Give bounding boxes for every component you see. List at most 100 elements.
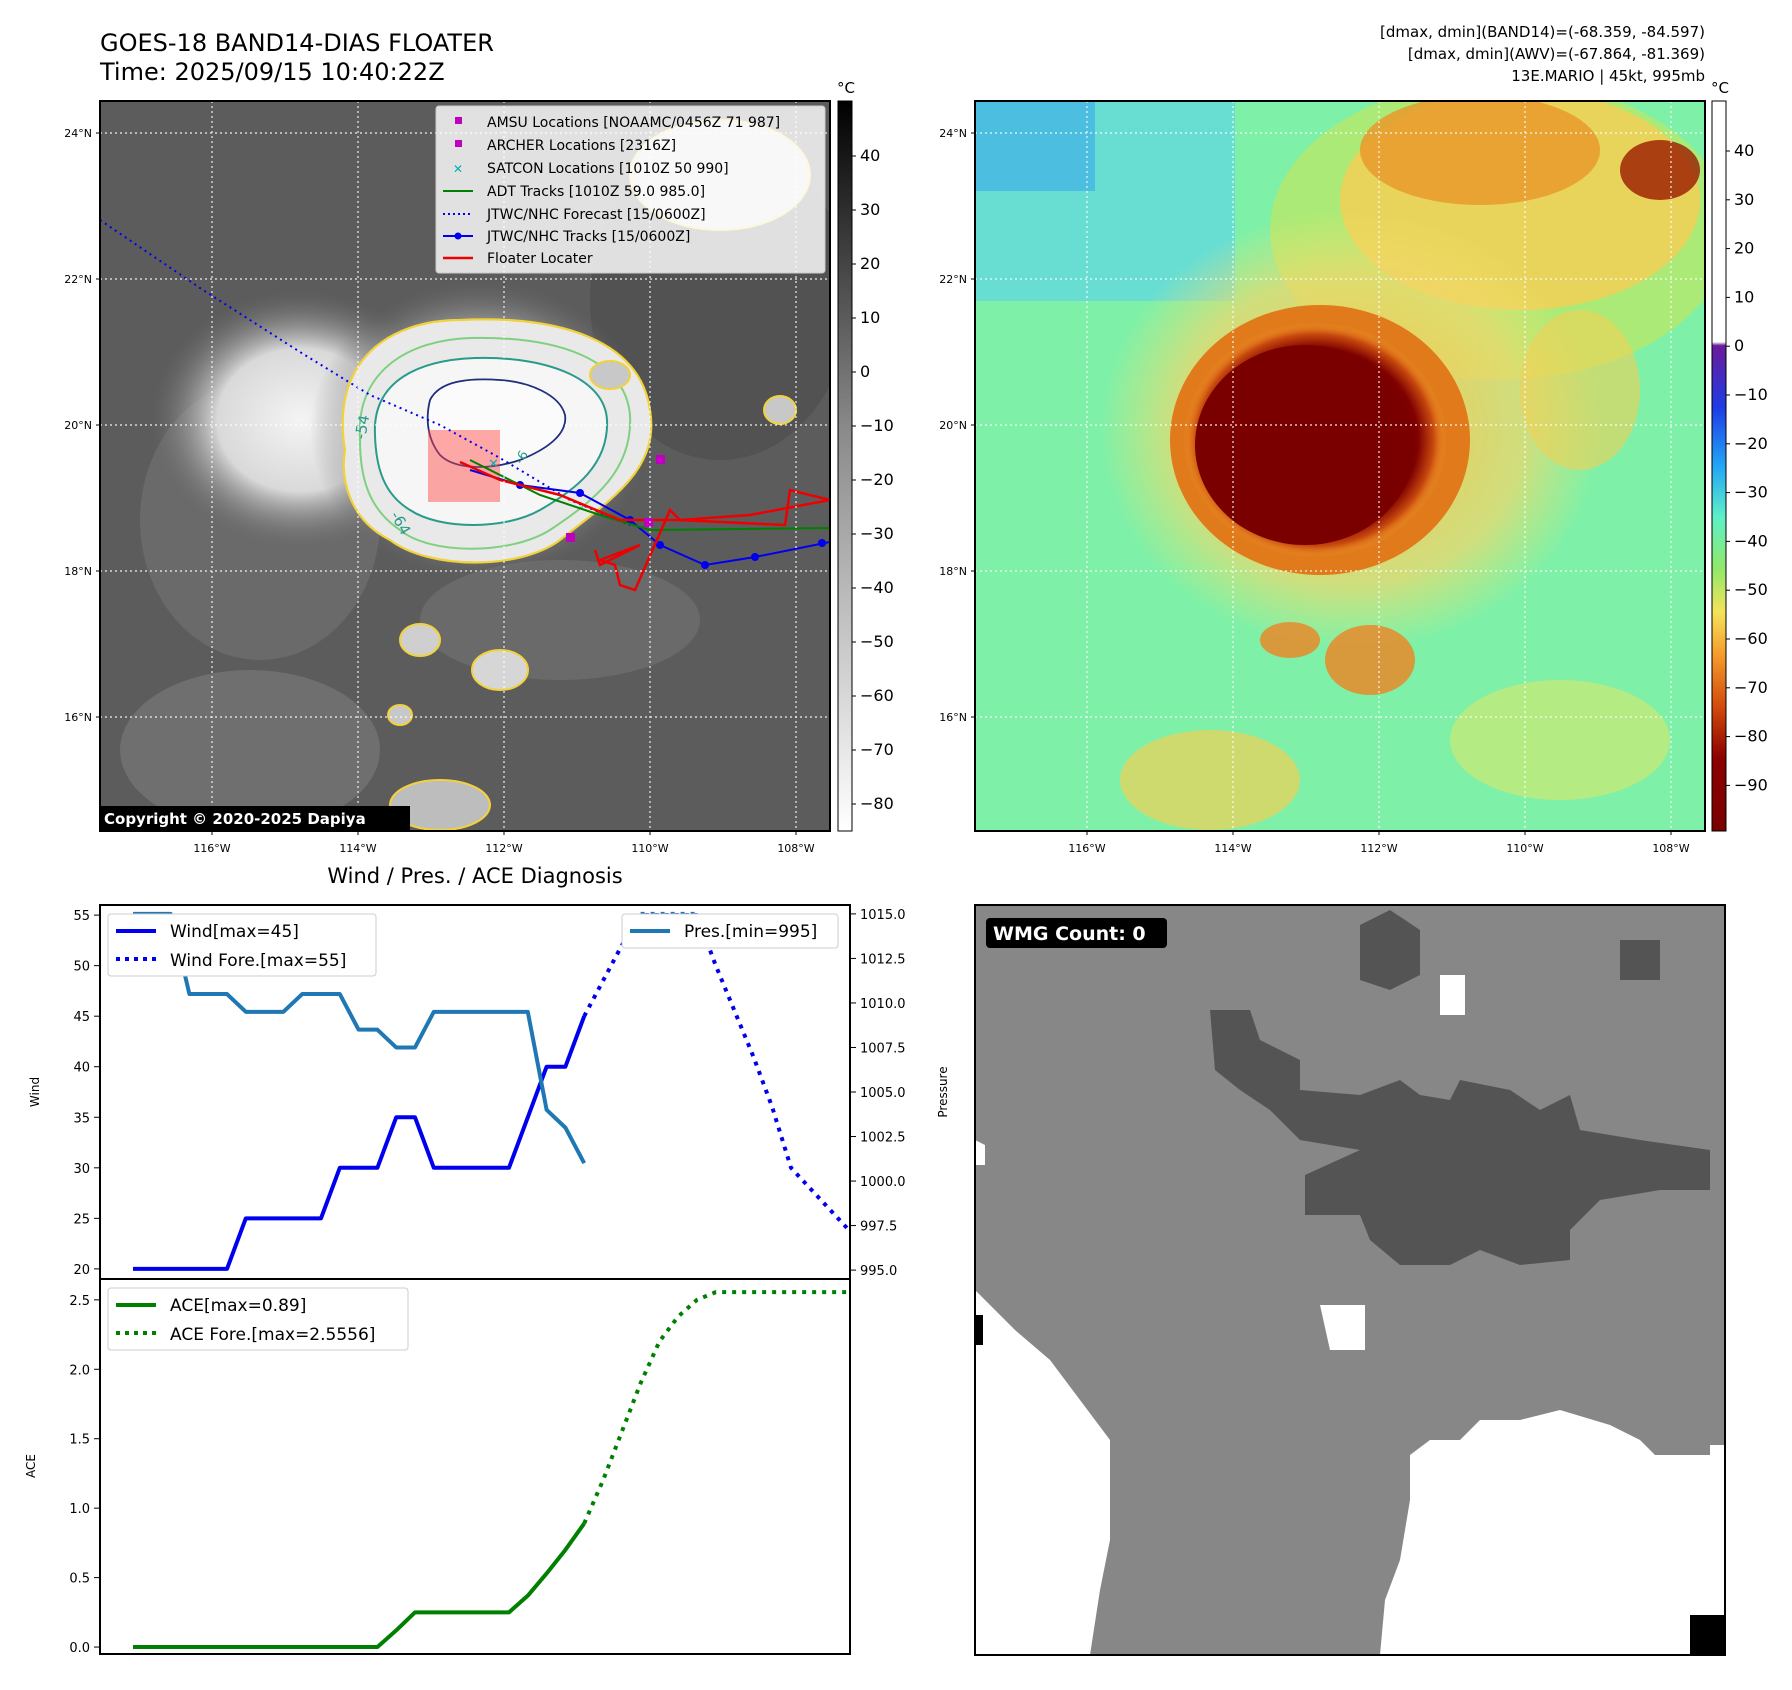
cloud-patch	[420, 560, 700, 680]
wmg-panel: WMG Count: 0	[974, 904, 1726, 1656]
legend-ace-fore-label: ACE Fore.[max=2.5556]	[170, 1325, 375, 1345]
legend-pres-label: Pres.[min=995]	[684, 922, 817, 942]
ace-axis-label: ACE	[24, 1454, 38, 1478]
dias-cell	[1120, 730, 1300, 830]
ace-tick-label: 0.5	[69, 1572, 90, 1587]
dias-map-panel	[975, 101, 1705, 831]
ir-map-lon-label: 112°W	[485, 842, 522, 855]
ir-map-lon-label: 108°W	[777, 842, 814, 855]
dias-map-frame	[974, 100, 1706, 832]
info-storm: 13E.MARIO | 45kt, 995mb	[1511, 67, 1705, 85]
wind-legend: Wind[max=45] Wind Fore.[max=55]	[107, 913, 377, 977]
colorbar-right-tick-label: −70	[1734, 678, 1768, 697]
legend-tracks-marker	[454, 232, 462, 240]
colorbar-left-tick-label: −60	[860, 686, 894, 705]
dias-map-lat-label: 24°N	[939, 127, 967, 140]
wmg-dark-area	[1360, 910, 1420, 990]
ir-map-axes: 24°N 22°N 20°N 18°N 16°N 116°W 114°W 112°W 110°W…	[64, 127, 815, 855]
pres-legend: Pres.[min=995]	[621, 913, 839, 949]
jtwc-track-point	[576, 489, 584, 497]
colorbar-left-tick-label: −50	[860, 632, 894, 651]
wind-legend-box	[107, 913, 377, 977]
dias-map-grid	[975, 101, 1705, 831]
wind-tick-label: 50	[73, 960, 90, 975]
ace-chart-series	[133, 1290, 848, 1650]
colorbar-left-tick-label: 30	[860, 200, 880, 219]
ace-chart-axes: 0.0 0.5 1.0 1.5 2.0 2.5	[69, 1294, 100, 1656]
map-legend-box	[435, 105, 826, 274]
pressure-tick-label: 995.0	[860, 1264, 897, 1279]
colorbar-right-tick-label: 0	[1734, 336, 1744, 355]
dias-map-lon-label: 110°W	[1506, 842, 1543, 855]
convective-cell	[387, 704, 413, 726]
ace-tick-label: 2.0	[69, 1363, 90, 1378]
ace-chart-series-1	[582, 1290, 848, 1525]
colorbar-right-unit: °C	[1711, 79, 1729, 97]
colorbar-right-ticks: 40 30 20 10 0 −10 −20 −30 −40 −50 −60 −70 −80 −90	[1726, 141, 1768, 794]
dias-cold-region	[975, 101, 1095, 191]
colorbar-right-tick-label: −60	[1734, 629, 1768, 648]
colorbar-left-unit: °C	[837, 79, 855, 97]
ir-map-lat-label: 24°N	[64, 127, 92, 140]
cloud-patch	[120, 670, 380, 830]
satcon-marker: ✕	[488, 457, 499, 472]
colorbar-left-tick-label: 20	[860, 254, 880, 273]
wind-tick-label: 40	[73, 1061, 90, 1076]
colorbar-right-tick-label: 40	[1734, 141, 1754, 160]
colorbar-left-tick-label: −10	[860, 416, 894, 435]
dias-cell	[1325, 625, 1415, 695]
legend-amsu-label: AMSU Locations [NOAAMC/0456Z 71 987]	[487, 115, 780, 131]
legend-amsu-swatch	[455, 117, 462, 124]
wind-tick-label: 30	[73, 1162, 90, 1177]
ir-map-lat-label: 18°N	[64, 565, 92, 578]
dias-map-lon-label: 108°W	[1652, 842, 1689, 855]
wmg-count-label: WMG Count: 0	[993, 923, 1146, 945]
legend-ace-label: ACE[max=0.89]	[170, 1296, 306, 1316]
pressure-tick-label: 1000.0	[860, 1175, 906, 1190]
pressure-tick-label: 997.5	[860, 1220, 897, 1235]
wind-chart-series-0	[133, 1015, 587, 1271]
legend-archer-swatch	[455, 140, 462, 147]
colorbar-left-tick-label: −40	[860, 578, 894, 597]
pressure-axis-label: Pressure	[936, 1066, 950, 1117]
dias-map-lon-label: 112°W	[1360, 842, 1397, 855]
colorbar-left-tick-label: 40	[860, 146, 880, 165]
ir-map-lat-label: 20°N	[64, 419, 92, 432]
figure-timestamp: Time: 2025/09/15 10:40:22Z	[99, 58, 445, 86]
dias-map-lon-label: 116°W	[1068, 842, 1105, 855]
ir-map-lat-label: 16°N	[64, 711, 92, 724]
ace-tick-label: 1.5	[69, 1433, 90, 1448]
legend-floater-label: Floater Locater	[487, 251, 593, 267]
legend-satcon-swatch: ✕	[453, 162, 463, 176]
contour-label-54: -54	[351, 413, 373, 440]
colorbar-right-tick-label: 30	[1734, 190, 1754, 209]
contour-green	[358, 336, 632, 550]
colorbar-left-tick-label: 10	[860, 308, 880, 327]
pressure-tick-label: 1015.0	[860, 908, 906, 923]
amsu-marker	[656, 455, 665, 464]
legend-forecast-label: JTWC/NHC Forecast [15/0600Z]	[486, 207, 706, 223]
convective-cell	[763, 395, 797, 425]
dias-cold-top	[1620, 140, 1700, 200]
wind-tick-label: 45	[73, 1010, 90, 1025]
colorbar-left-tick-label: 0	[860, 362, 870, 381]
legend-wind-label: Wind[max=45]	[170, 922, 299, 942]
dias-map-lat-label: 18°N	[939, 565, 967, 578]
colorbar-left-tick-label: −20	[860, 470, 894, 489]
ace-legend-box	[107, 1287, 409, 1351]
forecast-track	[100, 219, 631, 526]
dias-warm-region	[1360, 101, 1600, 205]
ace-chart-series-0	[133, 1522, 586, 1650]
dias-map-lon-label: 114°W	[1214, 842, 1251, 855]
colorbar-right-tick-label: 20	[1734, 239, 1754, 258]
dias-cell	[1260, 622, 1320, 658]
colorbar-left-tick-label: −70	[860, 740, 894, 759]
wmg-grey-area	[975, 905, 1725, 1655]
pressure-tick-label: 1012.5	[860, 952, 906, 967]
wmg-black-edge	[975, 1315, 983, 1345]
copyright-box	[100, 806, 410, 831]
pressure-tick-label: 1005.0	[860, 1086, 906, 1101]
legend-adt-label: ADT Tracks [1010Z 59.0 985.0]	[487, 184, 705, 200]
info-band14: [dmax, dmin](BAND14)=(-68.359, -84.597)	[1380, 23, 1705, 41]
jtwc-track-point	[656, 541, 664, 549]
